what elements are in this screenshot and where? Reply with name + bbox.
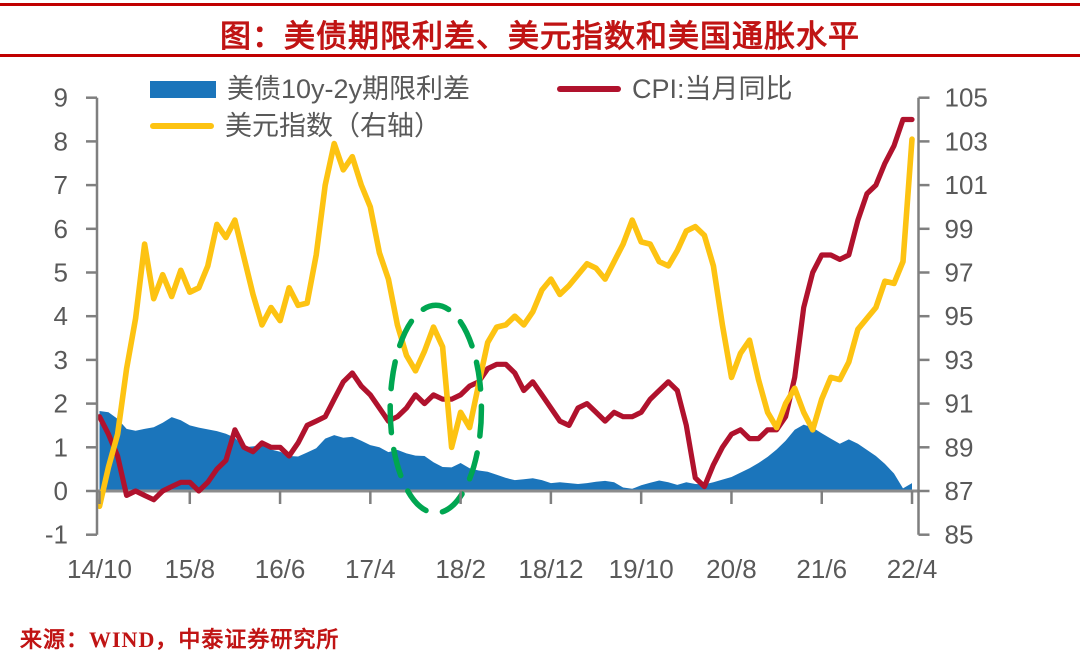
left-axis-tick-label: 0 (54, 476, 68, 506)
x-axis-tick-label: 14/10 (67, 554, 132, 584)
dxy-line-swatch (150, 123, 214, 129)
left-axis-tick-label: 1 (54, 432, 68, 462)
right-axis-tick-label: 103 (945, 126, 988, 156)
left-axis-tick-label: 5 (54, 258, 68, 288)
legend-label-dxy: 美元指数（右轴） (225, 111, 441, 141)
highlight-ellipse (387, 302, 485, 516)
right-axis-tick-label: 99 (945, 214, 974, 244)
title-underline-rule (0, 54, 1080, 57)
x-axis-tick-label: 19/10 (609, 554, 674, 584)
legend-label-spread: 美债10y-2y期限利差 (227, 74, 471, 104)
left-axis-tick-label: -1 (45, 520, 68, 550)
legend-item-dxy: 美元指数（右轴） (150, 111, 441, 141)
x-axis-tick-label: 18/2 (435, 554, 486, 584)
left-axis-tick-label: 6 (54, 214, 68, 244)
right-axis-tick-label: 97 (945, 258, 974, 288)
right-axis-tick-label: 89 (945, 432, 974, 462)
dxy-line (96, 136, 915, 510)
left-axis-tick-label: 8 (54, 126, 68, 156)
left-axis-tick-label: 7 (54, 170, 68, 200)
right-axis-tick-label: 101 (945, 170, 988, 200)
spread-area-swatch (150, 80, 216, 98)
x-axis-tick-label: 16/6 (255, 554, 306, 584)
spread-area (99, 411, 912, 491)
x-axis-tick-label: 20/8 (706, 554, 757, 584)
legend-label-cpi: CPI:当月同比 (632, 74, 793, 104)
left-axis-tick-label: 9 (54, 83, 68, 113)
right-axis-tick-label: 91 (945, 389, 974, 419)
x-axis-tick-label: 22/4 (887, 554, 938, 584)
left-axis-tick-label: 4 (54, 301, 68, 331)
top-rule (0, 3, 1080, 6)
x-axis-tick-label: 21/6 (796, 554, 847, 584)
legend-item-cpi: CPI:当月同比 (557, 74, 793, 104)
left-axis-tick-label: 3 (54, 345, 68, 375)
source-attribution: 来源：WIND，中泰证券研究所 (20, 627, 340, 652)
x-axis-tick-label: 18/12 (518, 554, 583, 584)
right-axis-tick-label: 87 (945, 476, 974, 506)
right-axis-tick-label: 105 (945, 83, 988, 113)
legend-item-spread: 美债10y-2y期限利差 (150, 74, 470, 104)
chart-title: 图：美债期限利差、美元指数和美国通胀水平 (220, 19, 860, 54)
left-axis-tick-label: 2 (54, 389, 68, 419)
right-axis-tick-label: 95 (945, 301, 974, 331)
x-axis-tick-label: 15/8 (164, 554, 215, 584)
x-axis-tick-label: 17/4 (345, 554, 396, 584)
right-axis-tick-label: 85 (945, 520, 974, 550)
right-axis-tick-label: 93 (945, 345, 974, 375)
cpi-line-swatch (557, 86, 621, 92)
